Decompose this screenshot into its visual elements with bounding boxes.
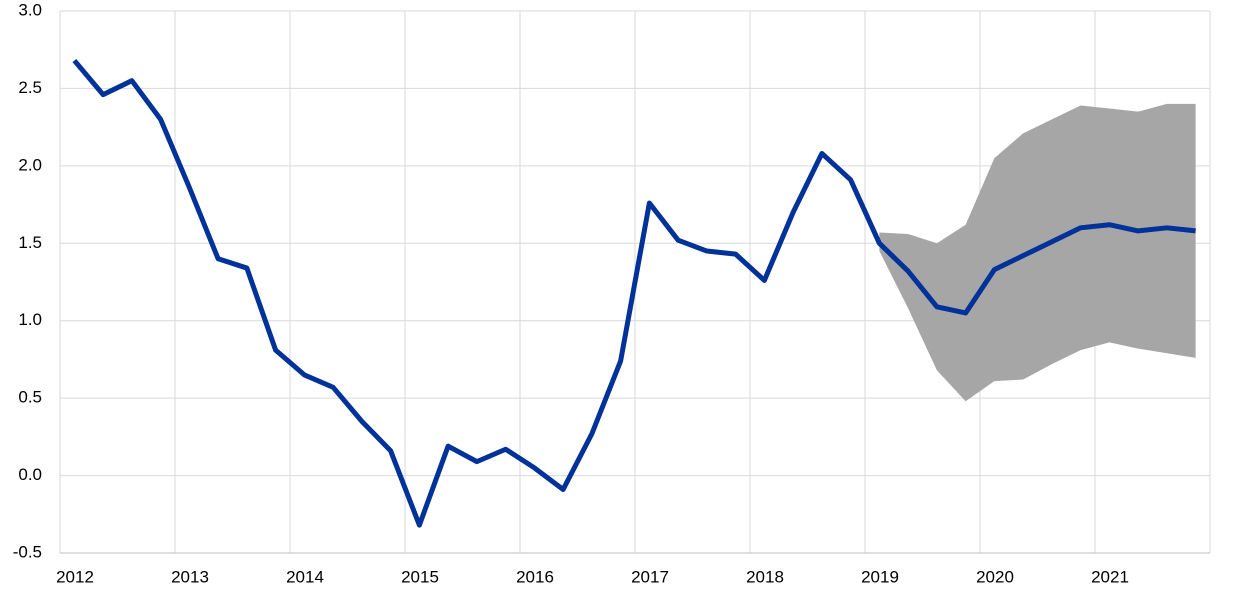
y-tick-label: 0.0 (18, 465, 42, 484)
x-tick-label: 2016 (516, 567, 554, 586)
y-tick-label: 3.0 (18, 0, 42, 19)
y-tick-label: 1.5 (18, 233, 42, 252)
y-tick-label: 2.5 (18, 78, 42, 97)
x-tick-label: 2021 (1091, 567, 1129, 586)
x-tick-label: 2020 (976, 567, 1014, 586)
y-tick-label: -0.5 (13, 542, 42, 561)
x-tick-label: 2012 (56, 567, 94, 586)
y-tick-label: 2.0 (18, 155, 42, 174)
data-line (72, 58, 1196, 528)
y-tick-label: 1.0 (18, 310, 42, 329)
x-tick-label: 2019 (861, 567, 899, 586)
x-tick-label: 2015 (401, 567, 439, 586)
x-tick-label: 2013 (171, 567, 209, 586)
y-tick-label: 0.5 (18, 388, 42, 407)
forecast-band (879, 103, 1196, 402)
x-tick-label: 2017 (631, 567, 669, 586)
x-tick-label: 2018 (746, 567, 784, 586)
x-tick-label: 2014 (286, 567, 324, 586)
